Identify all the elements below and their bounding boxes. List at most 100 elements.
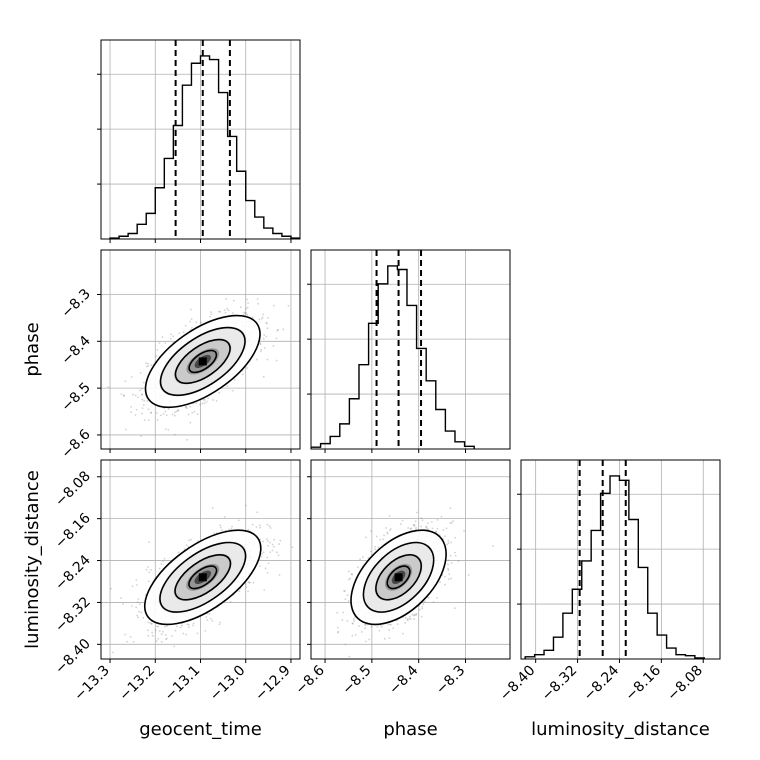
point [186, 623, 189, 626]
point [218, 391, 221, 394]
point [427, 522, 429, 525]
point [364, 627, 367, 630]
x-axis-label-1: phase [383, 719, 437, 740]
panel-geocent_time-vs-phase: −8.6 −8.5 −8.4 −8.3 [58, 249, 301, 462]
point [150, 411, 153, 414]
point [255, 526, 258, 528]
x-axis-label-2: luminosity_distance [531, 719, 710, 740]
point [136, 614, 139, 617]
point [156, 348, 159, 351]
point [258, 318, 261, 321]
point [362, 556, 364, 558]
point [344, 590, 346, 592]
point [444, 583, 446, 586]
point [187, 623, 190, 626]
point [364, 623, 366, 626]
point [124, 380, 127, 383]
point [178, 332, 181, 335]
point [174, 629, 177, 632]
point [450, 562, 453, 564]
point [386, 531, 389, 534]
point [415, 511, 418, 514]
point [219, 310, 222, 313]
point [256, 298, 259, 300]
point [360, 631, 363, 633]
point [151, 631, 154, 634]
point [263, 589, 266, 591]
point [132, 640, 135, 643]
y-tick-label: −8.3 [58, 286, 93, 321]
point [165, 637, 168, 640]
point [245, 307, 248, 310]
point [408, 617, 411, 620]
point [130, 376, 133, 378]
point [412, 524, 415, 526]
point [262, 337, 265, 340]
point [145, 568, 148, 571]
point [148, 571, 151, 574]
point [370, 625, 373, 628]
point [449, 522, 452, 524]
point [246, 367, 249, 369]
point [277, 328, 279, 331]
x-tick-label: −8.5 [339, 663, 374, 698]
point [200, 321, 203, 324]
point [364, 536, 367, 539]
point [450, 521, 453, 524]
point [218, 623, 221, 626]
point [183, 548, 186, 551]
point [259, 342, 262, 345]
point [124, 633, 127, 636]
point [431, 527, 434, 530]
histogram-step [524, 475, 705, 659]
point [189, 405, 192, 408]
point [350, 573, 353, 575]
point [199, 403, 202, 406]
point [447, 569, 450, 572]
x-tick-label: −13.2 [116, 663, 158, 705]
point [162, 412, 165, 415]
point [193, 410, 196, 413]
point [269, 527, 272, 529]
point [172, 335, 175, 338]
point [337, 630, 340, 633]
point [246, 313, 249, 316]
point [232, 299, 235, 302]
point [282, 328, 285, 331]
y-tick-label: −8.6 [58, 426, 93, 461]
point [147, 365, 150, 367]
point [138, 389, 141, 392]
point [413, 524, 416, 526]
point [123, 394, 126, 397]
point [364, 640, 367, 643]
point [179, 626, 182, 629]
point [413, 614, 415, 617]
point [195, 402, 198, 405]
point [425, 526, 427, 529]
point [436, 596, 438, 599]
point [157, 637, 160, 640]
panel-luminosity_distance-hist: −8.40 −8.32 −8.24 −8.16 −8.08 [497, 459, 721, 704]
contour-0 [143, 529, 262, 626]
point [383, 637, 386, 640]
point [147, 419, 150, 422]
point [205, 616, 208, 618]
point [210, 313, 213, 316]
point [229, 601, 232, 603]
point [420, 525, 422, 528]
point [232, 312, 234, 314]
point [421, 605, 424, 608]
point [396, 623, 399, 625]
point [215, 399, 218, 402]
point [275, 359, 278, 362]
point [150, 411, 152, 414]
point [143, 419, 146, 422]
point [388, 637, 391, 639]
point [154, 629, 157, 631]
contour-3 [386, 565, 411, 590]
point [158, 567, 161, 570]
point [411, 613, 414, 616]
point [141, 412, 143, 415]
point [203, 402, 206, 405]
point [408, 615, 411, 618]
